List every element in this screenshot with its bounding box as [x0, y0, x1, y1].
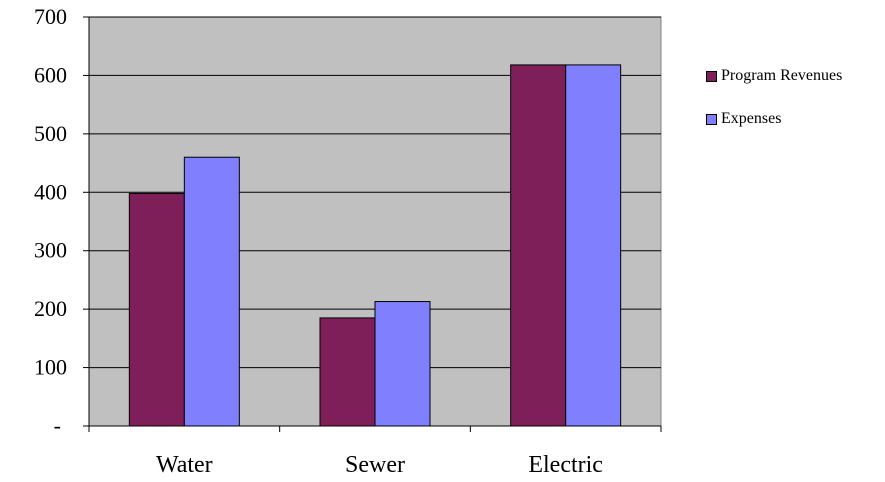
y-tick-label: 500	[34, 121, 67, 146]
bar-expenses-electric	[565, 64, 622, 427]
bar-expenses-water	[183, 156, 240, 427]
legend-label-expenses: Expenses	[721, 110, 782, 127]
bar-program-revenues-electric	[510, 64, 567, 427]
legend-swatch-expenses	[706, 113, 717, 125]
axes	[83, 16, 662, 432]
legend-item-expenses: Expenses	[706, 109, 842, 129]
legend-item-program-revenues: Program Revenues	[706, 66, 842, 86]
bar-expenses-sewer	[374, 301, 431, 427]
bar-program-revenues-sewer	[319, 317, 376, 427]
x-tick-label: Water	[156, 452, 213, 478]
y-tick-labels: - 100 200 300 400 500 600 700	[34, 4, 67, 438]
x-tick-labels: Water Sewer Electric	[156, 452, 603, 478]
y-tick-label: 100	[34, 355, 67, 380]
bars	[128, 64, 622, 427]
x-tick-label: Sewer	[345, 452, 405, 478]
y-tick-label: 200	[34, 296, 67, 321]
y-tick-label: 700	[34, 4, 67, 29]
legend: Program Revenues Expenses	[706, 66, 842, 152]
y-tick-label: 600	[34, 62, 67, 87]
x-tick-label: Electric	[528, 452, 603, 478]
y-tick-label: 400	[34, 179, 67, 204]
y-tick-label: 300	[34, 238, 67, 263]
y-tick-label: -	[54, 413, 61, 438]
bar-program-revenues-water	[128, 192, 185, 427]
legend-swatch-program-revenues	[706, 70, 717, 82]
legend-label-program-revenues: Program Revenues	[721, 67, 843, 84]
